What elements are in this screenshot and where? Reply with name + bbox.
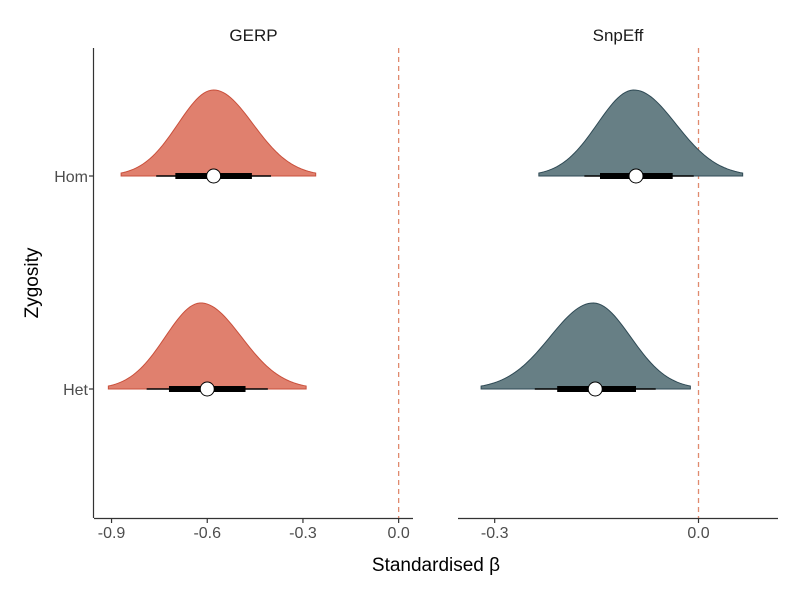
facet-title-gerp: GERP (229, 26, 277, 45)
y-axis-title: Zygosity (22, 247, 43, 318)
x-axis-title: Standardised β (372, 555, 500, 576)
y-tick-label-hom: Hom (54, 169, 88, 186)
median-point-snpeff-hom (628, 168, 644, 184)
density-snpeff-het (480, 302, 691, 390)
y-axis: Hom Het (54, 48, 95, 518)
density-gerp-hom (120, 89, 317, 177)
median-point-gerp-het (199, 381, 215, 397)
x-tick-label-gerp: -0.9 (98, 525, 126, 542)
density-gerp-het (107, 302, 307, 390)
x-tick-label-gerp: -0.3 (289, 525, 317, 542)
panel-snpeff: SnpEff -0.3 0.0 (458, 26, 778, 542)
x-tick-label-snpeff: -0.3 (481, 525, 509, 542)
facet-title-snpeff: SnpEff (593, 26, 644, 45)
median-point-snpeff-het (587, 381, 603, 397)
y-tick-label-het: Het (63, 382, 88, 399)
median-point-gerp-hom (206, 168, 222, 184)
x-tick-label-snpeff: 0.0 (687, 525, 709, 542)
density-snpeff-hom (538, 89, 744, 177)
x-tick-label-gerp: -0.6 (193, 525, 221, 542)
x-tick-label-gerp: 0.0 (388, 525, 410, 542)
panel-gerp: GERP -0.9 -0.6 -0.3 0.0 (94, 26, 413, 542)
